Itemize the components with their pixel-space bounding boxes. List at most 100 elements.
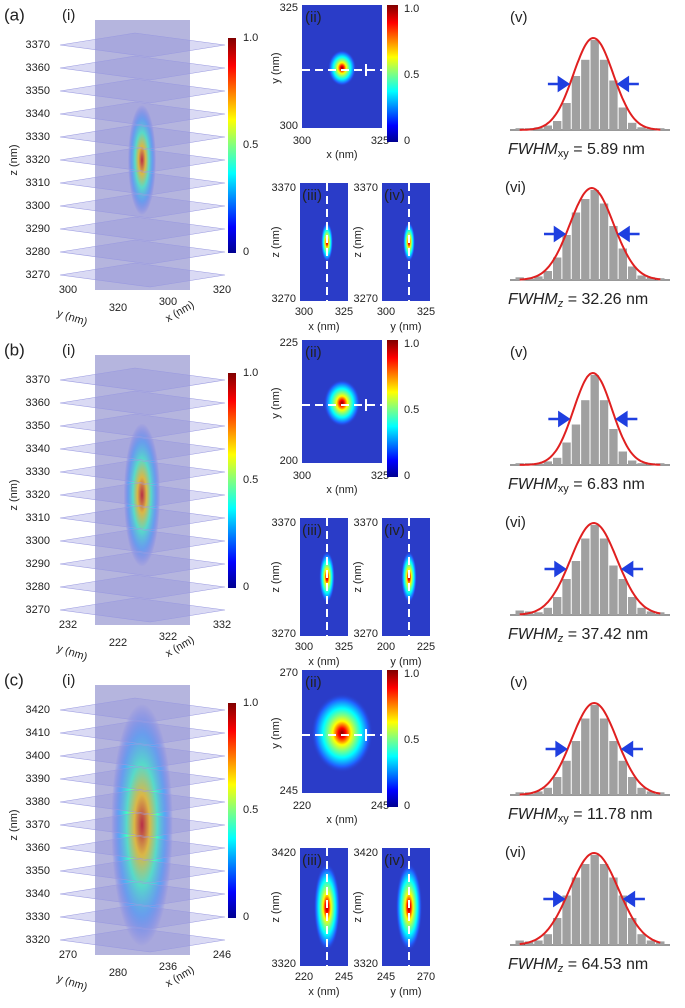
sub-label: (v) xyxy=(510,9,528,26)
sub-label: (iii) xyxy=(302,852,322,869)
arrow xyxy=(543,890,566,908)
z-tick-label: 3270 xyxy=(26,269,50,281)
fit-curve xyxy=(519,521,661,616)
slice-plane xyxy=(59,55,226,81)
sub-label: (ii) xyxy=(305,344,322,361)
y-tick-label: 270 xyxy=(280,667,298,679)
axis-label: z (nm) xyxy=(352,226,364,257)
slice-plane xyxy=(59,239,226,265)
z-tick-label: 3290 xyxy=(26,223,50,235)
xy-spot xyxy=(311,693,373,773)
hist-bar xyxy=(628,777,637,795)
sub-label: (v) xyxy=(510,344,528,361)
z-tick-label: 3320 xyxy=(26,154,50,166)
z-tick-label: 3370 xyxy=(272,517,296,529)
sub-label: (iii) xyxy=(302,522,322,539)
x-tick-label: 332 xyxy=(213,619,231,631)
axis-label: z (nm) xyxy=(270,561,282,592)
hist-bar xyxy=(599,400,609,465)
slice-plane xyxy=(59,835,226,861)
x-tick-label: 300 xyxy=(377,306,395,318)
z-tick-label: 3270 xyxy=(354,628,378,640)
slice-plane xyxy=(59,881,226,907)
fwhm-value: = 64.53 nm xyxy=(563,956,648,973)
slice-plane xyxy=(59,743,226,769)
sub-label: (v) xyxy=(510,674,528,691)
hist-bar xyxy=(609,226,618,280)
hist-bar xyxy=(599,203,609,280)
z-tick-label: 3270 xyxy=(26,604,50,616)
x-tick-label: 325 xyxy=(371,135,389,147)
fit-curve xyxy=(519,186,661,281)
x-tick-label: 220 xyxy=(293,800,311,812)
hist-bar xyxy=(553,597,562,615)
hist-bar xyxy=(581,718,590,795)
x-tick-label: 322 xyxy=(159,631,177,643)
hist-bar xyxy=(590,705,599,795)
hist-bar xyxy=(599,864,609,945)
x-tick-label: 225 xyxy=(417,641,435,653)
hist-bar xyxy=(618,579,627,615)
z-tick-label: 3360 xyxy=(26,397,50,409)
y-tick-label: 300 xyxy=(280,120,298,132)
volume-glow xyxy=(111,704,173,946)
axis-label: z (nm) xyxy=(352,891,364,922)
fit-curve xyxy=(519,36,661,131)
hist-bar xyxy=(637,275,646,280)
panel: (a) (i) 3370 3360 3350 3340 3330 3320 3310 3300 32… xyxy=(4,2,670,333)
slice-plane xyxy=(59,720,226,746)
y-tick-label: 232 xyxy=(59,619,77,631)
colorbar-tick-label: 1.0 xyxy=(404,338,419,350)
z-tick-label: 3270 xyxy=(354,293,378,305)
hist-bar xyxy=(553,121,562,130)
z-tick-label: 3370 xyxy=(354,517,378,529)
hist-bar xyxy=(562,895,571,945)
hist-bar xyxy=(581,538,590,615)
axis-label: y (nm) xyxy=(55,642,88,663)
hist-bar xyxy=(581,59,590,130)
fwhm-text: FWHMxy = 5.89 nm xyxy=(508,141,645,160)
volume-glow xyxy=(123,423,161,567)
fwhm-text: FWHMz = 64.53 nm xyxy=(508,956,648,975)
z-tick-label: 3310 xyxy=(26,177,50,189)
hist-bar xyxy=(637,934,646,945)
hist-bar xyxy=(656,612,665,615)
fwhm-text: FWHMz = 32.26 nm xyxy=(508,291,648,310)
slice-plane xyxy=(59,101,226,127)
sub-label: (iii) xyxy=(302,187,322,204)
axis-label: z (nm) xyxy=(270,891,282,922)
x-tick-label: 270 xyxy=(417,971,435,983)
hist-bar xyxy=(581,199,590,280)
z-tick-label: 3310 xyxy=(26,512,50,524)
x-tick-label: 300 xyxy=(293,470,311,482)
fwhm-text: FWHMxy = 11.78 nm xyxy=(508,806,653,825)
arrow xyxy=(547,75,571,93)
slice-plane xyxy=(59,32,226,58)
arrow xyxy=(545,740,568,758)
hist-bar xyxy=(590,855,599,945)
arrow xyxy=(620,740,643,758)
fwhm-value: = 11.78 nm xyxy=(569,806,653,823)
z-tick-label: 3360 xyxy=(26,842,50,854)
axis-label: z (nm) xyxy=(352,561,364,592)
axis-label: y (nm) xyxy=(55,972,88,993)
z-tick-label: 3410 xyxy=(26,727,50,739)
hist-bar xyxy=(571,212,581,280)
colorbar-tick-label: 0.5 xyxy=(404,734,419,746)
fwhm-text: FWHMxy = 6.83 nm xyxy=(508,476,645,495)
hist-bar xyxy=(553,777,562,795)
hist-bar xyxy=(599,718,609,795)
volume-glow xyxy=(128,105,156,215)
hist-bar xyxy=(562,760,571,795)
hist-bar xyxy=(562,235,571,280)
hist-bar xyxy=(571,561,581,615)
x-tick-label: 325 xyxy=(335,641,353,653)
arrow xyxy=(620,560,644,578)
z-tick-label: 3280 xyxy=(26,581,50,593)
slice-plane xyxy=(59,390,226,416)
x-tick-label: 325 xyxy=(371,470,389,482)
hist-bar xyxy=(571,76,581,130)
z-tick-label: 3270 xyxy=(272,628,296,640)
z-tick-label: 3340 xyxy=(26,888,50,900)
